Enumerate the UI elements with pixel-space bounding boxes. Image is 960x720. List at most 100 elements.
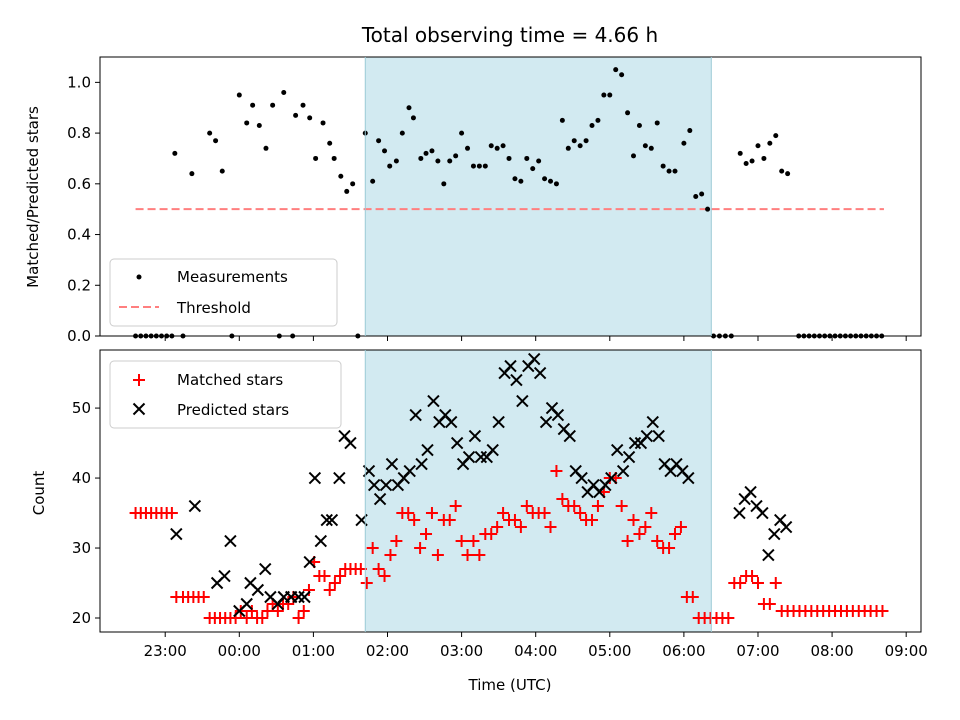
matched-star-point: [245, 605, 258, 618]
x-tick-label: 04:00: [514, 642, 557, 660]
predicted-star-point: [756, 506, 769, 520]
measurement-point: [441, 181, 447, 187]
measurement-point: [595, 117, 601, 123]
matched-star-point: [165, 507, 178, 520]
matched-star-point: [668, 528, 681, 541]
measurement-point: [256, 122, 262, 128]
legend-predicted-label: Predicted stars: [177, 401, 289, 419]
matched-star-point: [734, 577, 747, 590]
predicted-stars-points: [170, 352, 793, 618]
measurement-point: [350, 181, 356, 187]
matched-star-point: [769, 577, 782, 590]
top-plot-frame: [99, 56, 922, 337]
matched-star-point: [674, 521, 687, 534]
matched-star-point: [425, 507, 438, 520]
matched-star-point: [384, 549, 397, 562]
measurements-points: [133, 67, 885, 339]
matched-star-point: [633, 528, 646, 541]
measurement-point: [465, 145, 471, 151]
matched-star-point: [378, 570, 391, 583]
measurement-point: [660, 163, 666, 169]
predicted-star-point: [170, 527, 183, 541]
measurement-point: [589, 122, 595, 128]
y-tick-label: 0.4: [67, 226, 91, 244]
measurement-point: [376, 138, 382, 144]
top-legend: Measurements Threshold: [109, 258, 338, 327]
matched-star-point: [591, 500, 604, 513]
matched-stars-points: [129, 465, 889, 625]
measurement-point: [393, 158, 399, 164]
measurement-point: [619, 72, 625, 78]
measurement-point: [648, 145, 654, 151]
predicted-star-point: [427, 394, 440, 408]
matched-star-point: [297, 605, 310, 618]
measurement-point: [767, 140, 773, 146]
predicted-star-point: [314, 534, 328, 548]
x-tick-label: 23:00: [144, 642, 187, 660]
measurement-point: [666, 168, 672, 174]
matched-star-point: [550, 465, 563, 478]
matched-star-point: [408, 514, 421, 527]
x-tick-label: 09:00: [885, 642, 928, 660]
predicted-star-point: [616, 464, 630, 478]
predicted-star-point: [733, 506, 746, 520]
measurement-point: [327, 140, 333, 146]
legend-threshold-label: Threshold: [176, 299, 251, 317]
measurement-point: [447, 158, 453, 164]
y-tick-label: 0.0: [67, 327, 91, 345]
matched-star-point: [402, 507, 415, 520]
matched-star-point: [240, 612, 253, 625]
measurement-point: [687, 128, 693, 134]
bottom-shaded-span: [365, 350, 712, 632]
predicted-star-point: [622, 450, 636, 464]
top-y-ticks: 0.0 0.2 0.4 0.6 0.8 1.0: [67, 73, 100, 345]
matched-star-point: [271, 605, 284, 618]
y-tick-label: 40: [72, 469, 91, 487]
measurement-point: [244, 120, 250, 126]
predicted-star-point: [445, 415, 458, 429]
predicted-star-point: [385, 457, 399, 471]
measurement-point: [548, 178, 554, 184]
measurement-point: [189, 171, 195, 177]
matched-star-point: [586, 514, 599, 527]
bottom-plot-frame: [99, 349, 922, 633]
predicted-star-point: [646, 415, 659, 429]
predicted-star-point: [652, 429, 665, 443]
matched-star-point: [497, 507, 510, 520]
x-axis-label: Time (UTC): [468, 676, 552, 694]
matched-star-point: [302, 584, 315, 597]
matched-star-point: [639, 521, 652, 534]
matched-star-point: [431, 549, 444, 562]
top-panel: Total observing time = 4.66 h Matched/Pr…: [24, 23, 922, 345]
predicted-star-point: [303, 555, 316, 569]
predicted-star-point: [610, 443, 624, 457]
measurement-point: [654, 120, 660, 126]
matched-star-point: [491, 521, 504, 534]
measurement-point: [494, 145, 500, 151]
matched-star-point: [544, 521, 557, 534]
matched-star-point: [615, 500, 628, 513]
predicted-star-point: [504, 359, 517, 373]
matched-star-point: [520, 500, 533, 513]
predicted-star-point: [492, 415, 505, 429]
measurement-point: [370, 178, 376, 184]
measurement-point: [681, 140, 687, 146]
measurement-point: [470, 163, 476, 169]
measurement-point: [307, 115, 313, 121]
measurement-point: [418, 155, 424, 161]
matched-star-point: [261, 605, 274, 618]
measurement-point: [530, 166, 536, 172]
measurement-point: [518, 178, 524, 184]
measurement-point: [300, 102, 306, 108]
measurement-point: [565, 145, 571, 151]
measurement-point: [705, 206, 711, 212]
measurement-point: [512, 176, 518, 182]
matched-star-point: [514, 521, 527, 534]
predicted-star-point: [468, 429, 482, 443]
measurement-point: [743, 161, 749, 167]
x-tick-label: 01:00: [292, 642, 335, 660]
matched-star-point: [722, 612, 735, 625]
predicted-star-point: [373, 492, 387, 506]
measurement-point: [338, 173, 344, 179]
matched-star-point: [372, 563, 385, 576]
